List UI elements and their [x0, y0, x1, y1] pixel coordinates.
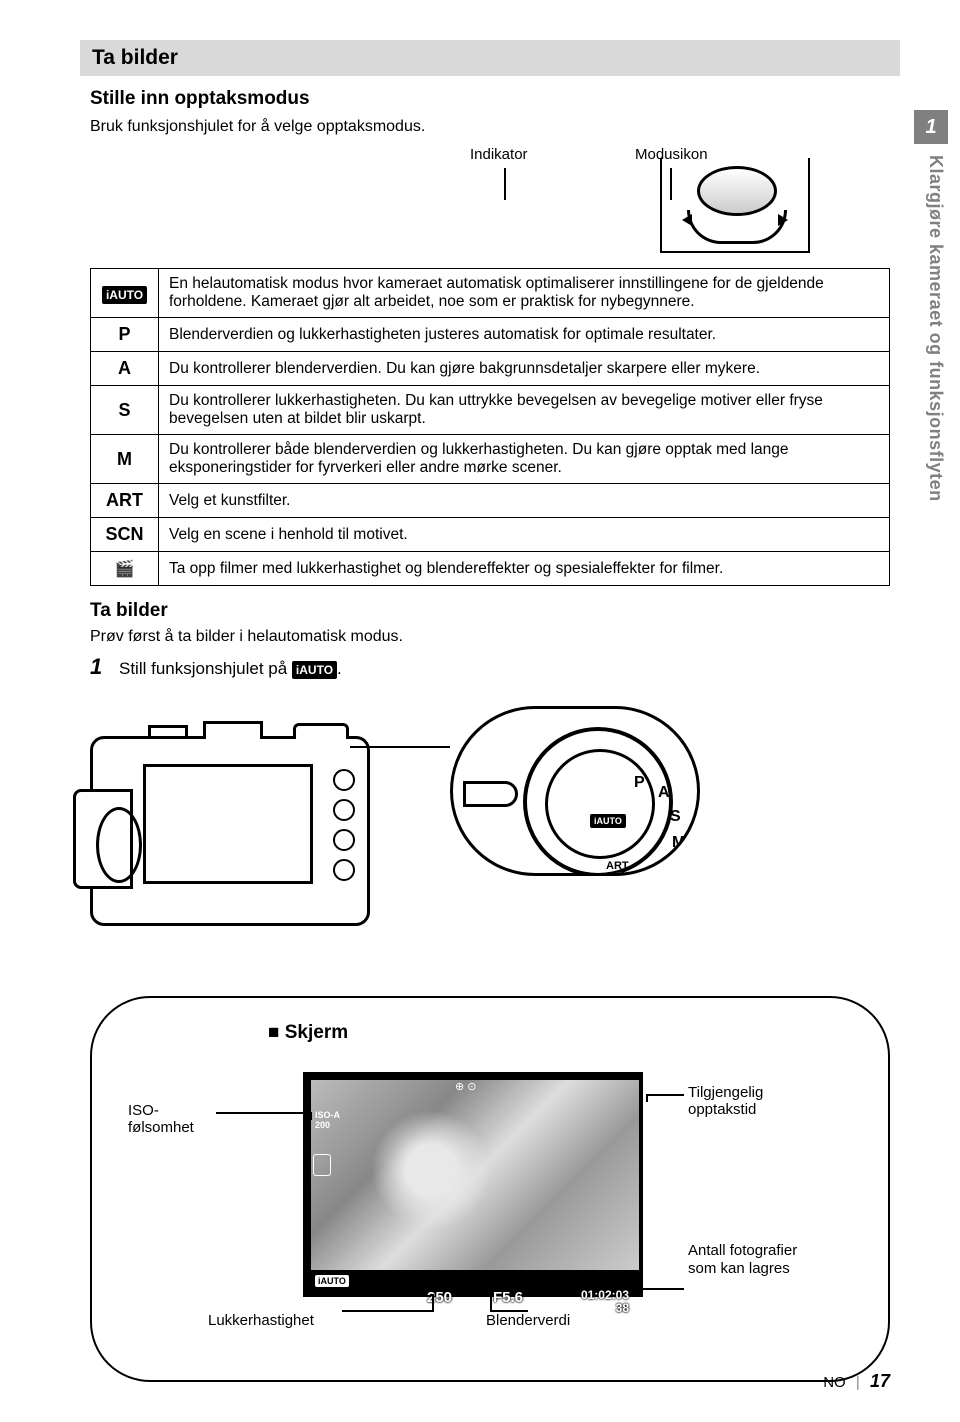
dial-video-label: 🎬 [656, 860, 671, 874]
mode-cell-art: ART [91, 484, 159, 518]
dial-m-label: M [672, 834, 685, 852]
step-number: 1 [90, 654, 102, 679]
screen-iauto-badge: iAUTO [315, 1275, 349, 1287]
table-row: ART Velg et kunstfilter. [91, 484, 890, 518]
dial-scn-label: SCN [630, 870, 653, 876]
mode-desc: Du kontrollerer lukkerhastigheten. Du ka… [159, 386, 890, 435]
dial-p-label: P [634, 774, 645, 792]
indicator-label: Indikator [470, 146, 528, 163]
annot-opptakstid: Tilgjengelig opptakstid [688, 1084, 818, 1118]
mode-cell-s: S [91, 386, 159, 435]
step-1: 1 Still funksjonshjulet på iAUTO. [90, 654, 890, 680]
dial-small-illustration [660, 158, 810, 253]
table-row: iAUTO En helautomatisk modus hvor kamera… [91, 269, 890, 318]
ta-bilder-heading: Ta bilder [90, 600, 890, 622]
step-text-a: Still funksjonshjulet på [119, 659, 292, 678]
annot-antall: Antall fotografier som kan lagres [688, 1242, 828, 1278]
table-row: A Du kontrollerer blenderverdien. Du kan… [91, 352, 890, 386]
screen-time-shots: 01:02:0338 [581, 1289, 629, 1315]
mode-cell-a: A [91, 352, 159, 386]
mode-desc: En helautomatisk modus hvor kameraet aut… [159, 269, 890, 318]
step-text-b: . [337, 659, 342, 678]
dial-art-label: ART [606, 860, 629, 872]
side-chapter-title: Klargjøre kameraet og funksjonsflyten [925, 155, 946, 502]
dial-s-label: S [670, 808, 681, 826]
video-icon: 🎬 [115, 559, 135, 579]
mode-desc: Du kontrollerer både blenderverdien og l… [159, 435, 890, 484]
prov-line: Prøv først å ta bilder i helautomatisk m… [90, 628, 890, 646]
subtitle: Stille inn opptaksmodus [90, 88, 890, 110]
dial-a-label: A [658, 784, 670, 802]
indicator-line-left [504, 168, 506, 200]
section-header: Ta bilder [80, 40, 900, 76]
mode-desc: Velg et kunstfilter. [159, 484, 890, 518]
mode-cell-p: P [91, 318, 159, 352]
annot-lukker: Lukkerhastighet [208, 1312, 314, 1329]
instruction-text: Bruk funksjonshjulet for å velge opptaks… [90, 118, 890, 136]
iauto-badge: iAUTO [102, 286, 147, 304]
page-footer: NO | 17 [823, 1371, 890, 1392]
annot-iso: ISO- følsomhet [128, 1102, 218, 1136]
table-row: S Du kontrollerer lukkerhastigheten. Du … [91, 386, 890, 435]
camera-illustration-row: iAUTO P A S M ART SCN 🎬 [90, 696, 890, 976]
mode-cell-m: M [91, 435, 159, 484]
screen-top-icons: ⊕ ⊙ [455, 1080, 477, 1093]
dial-iauto-label: iAUTO [590, 814, 626, 828]
screen-preview: ⊕ ⊙ ISO-A200 iAUTO 250 F5.6 01:02:0338 [303, 1072, 643, 1297]
mode-table: iAUTO En helautomatisk modus hvor kamera… [90, 268, 890, 586]
mode-desc: Velg en scene i henhold til motivet. [159, 518, 890, 552]
mode-cell-scn: SCN [91, 518, 159, 552]
skjerm-section: ■ Skjerm ⊕ ⊙ ISO-A200 iAUTO 250 F5.6 01:… [90, 996, 890, 1382]
screen-iso-readout: ISO-A200 [315, 1110, 340, 1130]
table-row: SCN Velg en scene i henhold til motivet. [91, 518, 890, 552]
table-row: 🎬 Ta opp filmer med lukkerhastighet og b… [91, 552, 890, 586]
mode-desc: Blenderverdien og lukkerhastigheten just… [159, 318, 890, 352]
mode-cell-video: 🎬 [91, 552, 159, 586]
annot-blender: Blenderverdi [486, 1312, 570, 1329]
table-row: P Blenderverdien og lukkerhastigheten ju… [91, 318, 890, 352]
mode-desc: Du kontrollerer blenderverdien. Du kan g… [159, 352, 890, 386]
skjerm-title: ■ Skjerm [268, 1022, 852, 1044]
iauto-badge: iAUTO [292, 661, 337, 679]
mode-cell-iauto: iAUTO [91, 269, 159, 318]
chapter-number-badge: 1 [914, 110, 948, 144]
mode-desc: Ta opp filmer med lukkerhastighet og ble… [159, 552, 890, 586]
screen-card-icon [313, 1154, 331, 1176]
footer-lang: NO [823, 1374, 846, 1391]
dial-callout-illustration: iAUTO P A S M ART SCN 🎬 [450, 706, 700, 876]
table-row: M Du kontrollerer både blenderverdien og… [91, 435, 890, 484]
indicator-row: Indikator Modusikon [90, 146, 890, 256]
footer-page-number: 17 [870, 1371, 890, 1391]
camera-body-illustration [90, 736, 370, 926]
